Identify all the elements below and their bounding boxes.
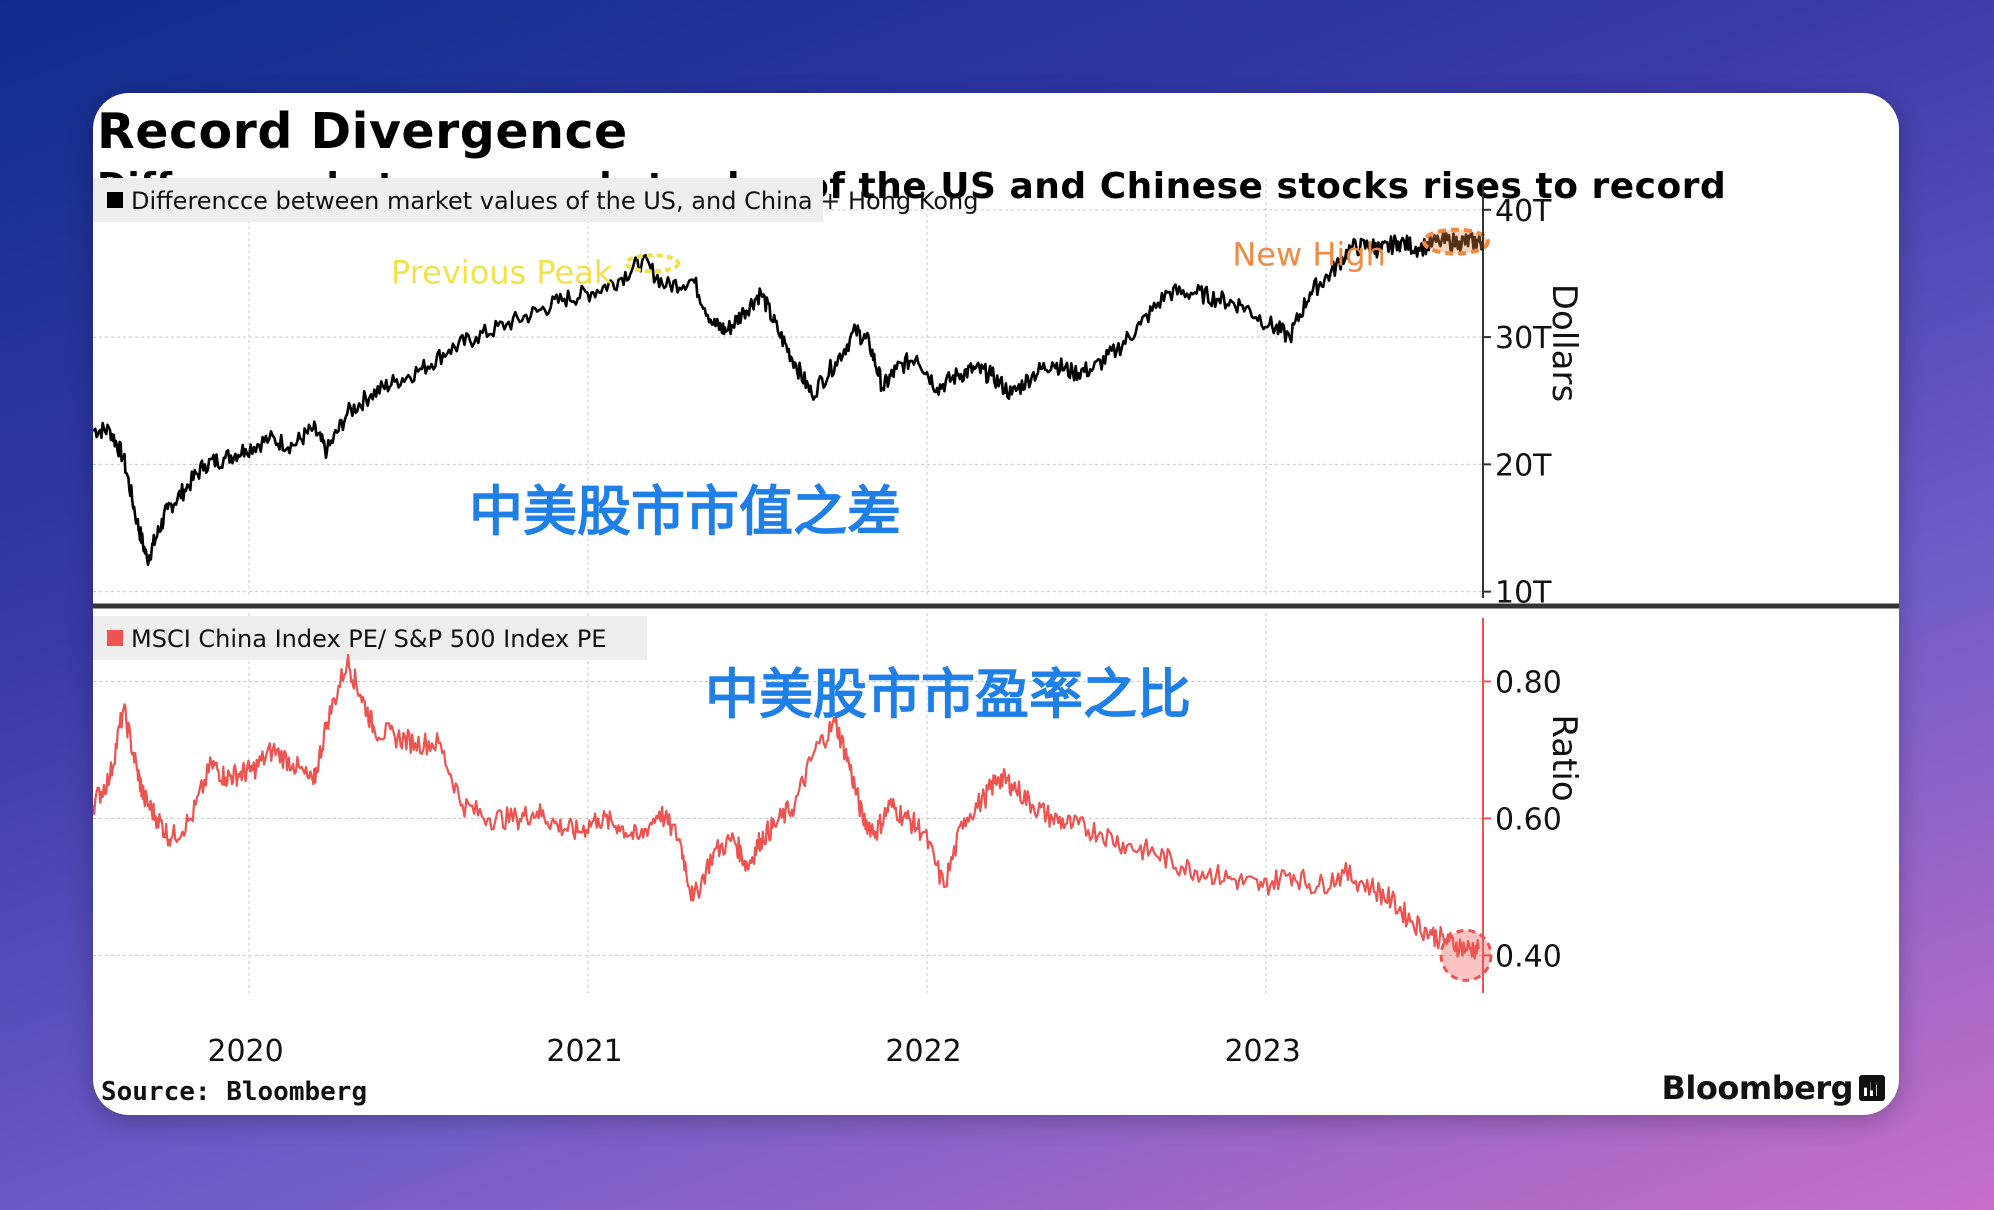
top-chinese-label: 中美股市市值之差 xyxy=(469,480,901,543)
brand-logo: Bloomberg xyxy=(1662,1069,1885,1107)
x-tick-label: 2020 xyxy=(207,1034,283,1069)
bottom-y-axis: 0.80 0.60 0.40 Ratio xyxy=(1482,618,1584,993)
top-legend-box xyxy=(93,178,823,222)
y-tick-label: 0.60 xyxy=(1495,802,1562,837)
top-legend-swatch xyxy=(107,192,123,208)
y-tick-label: 0.40 xyxy=(1495,939,1562,974)
top-gridlines xyxy=(93,178,1483,598)
bottom-chinese-label: 中美股市市盈率之比 xyxy=(705,663,1191,726)
y-tick-label: 40T xyxy=(1495,194,1552,229)
chart-title: Record Divergence xyxy=(97,103,628,160)
top-legend-label: Differencce between market values of the… xyxy=(131,187,978,215)
bottom-legend-label: MSCI China Index PE/ S&P 500 Index PE xyxy=(131,625,606,653)
y-tick-label: 30T xyxy=(1495,321,1552,356)
x-tick-label: 2023 xyxy=(1224,1034,1300,1069)
bloomberg-terminal-icon xyxy=(1859,1075,1885,1101)
bottom-legend-box xyxy=(93,616,647,660)
y-tick-label: 0.80 xyxy=(1495,665,1562,700)
chart-area: Differencce between market values of the… xyxy=(93,178,1899,1069)
brand-name: Bloomberg xyxy=(1661,1069,1854,1107)
chart-card: Record Divergence Difference between mar… xyxy=(93,93,1899,1115)
bottom-series-path xyxy=(93,653,1481,960)
x-tick-label: 2022 xyxy=(885,1034,961,1069)
bottom-legend-swatch xyxy=(107,630,123,646)
bottom-gridlines xyxy=(93,613,1483,993)
bottom-annotations xyxy=(1439,928,1493,982)
latest-low-marker xyxy=(1439,928,1493,982)
y-axis-title: Ratio xyxy=(1544,714,1584,801)
previous-peak-marker xyxy=(624,253,681,274)
top-series-line xyxy=(93,231,1485,566)
bottom-panel: MSCI China Index PE/ S&P 500 Index PE 0.… xyxy=(93,613,1584,993)
x-axis: 2020 2021 2022 2023 xyxy=(207,1034,1300,1069)
x-tick-label: 2021 xyxy=(546,1034,622,1069)
top-series-path xyxy=(93,231,1485,566)
top-panel: Differencce between market values of the… xyxy=(93,178,1584,611)
top-annotations: Previous Peak New High xyxy=(391,227,1490,291)
y-axis-title: Dollars xyxy=(1544,284,1584,402)
new-high-label: New High xyxy=(1232,236,1386,274)
new-high-marker xyxy=(1421,227,1490,256)
y-tick-label: 20T xyxy=(1495,448,1552,483)
previous-peak-label: Previous Peak xyxy=(391,253,613,291)
source-note: Source: Bloomberg xyxy=(101,1077,368,1107)
bottom-series-line xyxy=(93,653,1481,960)
